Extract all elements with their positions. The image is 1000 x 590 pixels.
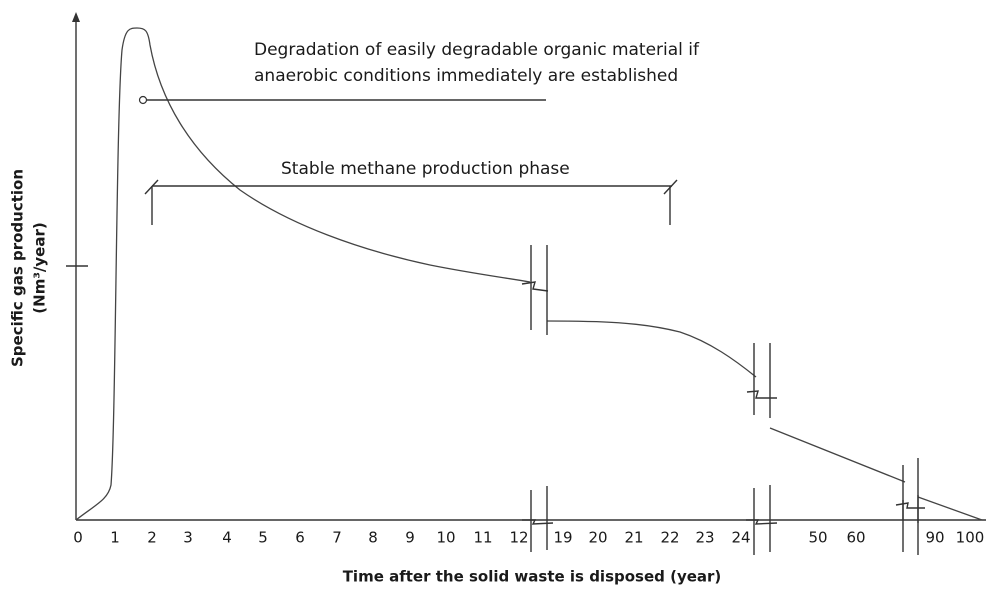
x-tick-label: 90 [925,529,944,547]
annotation: Degradation of easily degradable organic… [254,40,700,60]
x-tick-label: 6 [295,529,305,547]
x-tick-labels: 0 1 2 3 4 5 6 7 8 9 10 11 12 19 20 21 22 23 24 50 60 90 100 [73,529,984,547]
break-marks [521,245,925,555]
curve [917,496,983,521]
annotation: anaerobic conditions immediately are est… [254,66,678,86]
x-tick-label: 23 [695,529,714,547]
y-axis-title: (Nm³/year) [31,222,49,313]
curve [769,427,906,483]
x-tick-label: 20 [588,529,607,547]
x-tick-label: 50 [808,529,827,547]
x-tick-label: 60 [846,529,865,547]
x-tick-label: 10 [436,529,455,547]
y-axis-title: Specific gas production [9,169,27,367]
x-tick-label: 22 [660,529,679,547]
x-tick-label: 0 [73,529,83,547]
x-tick-label: 9 [405,529,415,547]
x-tick-label: 11 [473,529,492,547]
x-tick-label: 21 [624,529,643,547]
x-tick-label: 4 [222,529,232,547]
annotation-marker [138,95,148,105]
curve [75,27,531,521]
x-tick-label: 19 [553,529,572,547]
x-tick-label: 2 [147,529,157,547]
x-tick-label: 7 [332,529,342,547]
x-tick-label: 3 [183,529,193,547]
x-tick-label: 8 [368,529,378,547]
x-tick-label: 24 [731,529,750,547]
phase-bracket [144,179,159,195]
phase-bracket [663,179,678,195]
x-tick-label: 12 [509,529,528,547]
annotation: Stable methane production phase [281,159,570,179]
x-tick-label: 100 [956,529,985,547]
x-axis-title: Time after the solid waste is disposed (… [343,568,722,586]
x-tick-label: 1 [110,529,120,547]
curve [546,320,757,378]
y-axis-arrow [72,12,80,22]
x-tick-label: 5 [258,529,268,547]
